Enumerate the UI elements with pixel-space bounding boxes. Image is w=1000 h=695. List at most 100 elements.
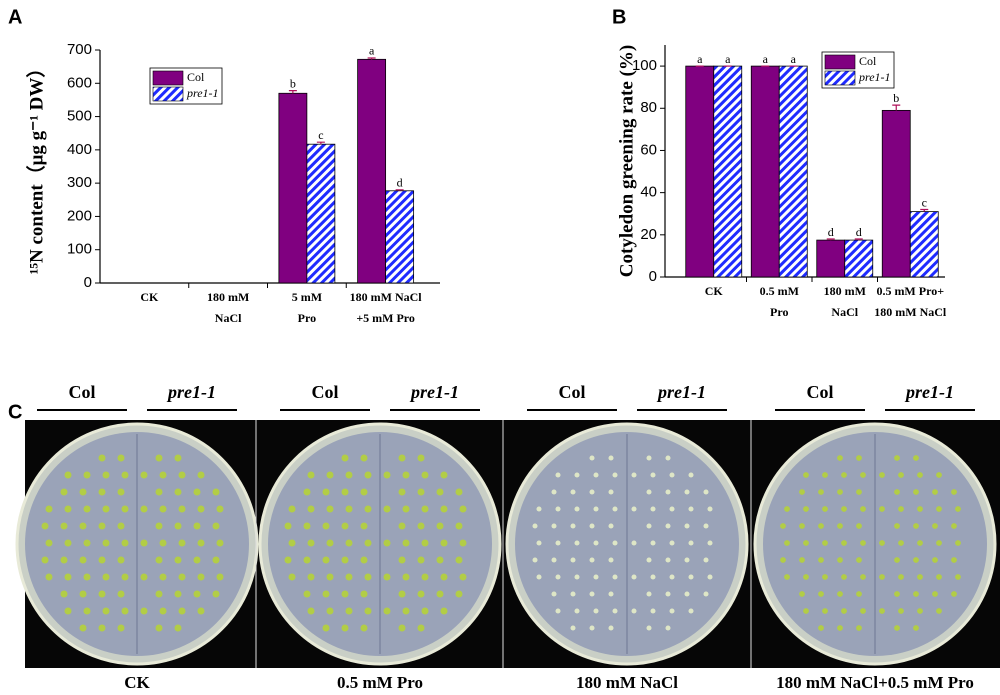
seedling bbox=[860, 506, 866, 512]
seedling bbox=[121, 471, 129, 479]
seedling bbox=[440, 607, 448, 615]
seedling bbox=[684, 557, 690, 563]
seedling bbox=[455, 488, 463, 496]
seedling bbox=[818, 557, 824, 563]
seedling bbox=[440, 471, 448, 479]
seedling bbox=[417, 556, 425, 564]
seedling bbox=[532, 523, 538, 529]
seedling bbox=[178, 505, 186, 513]
x-tick-label: 0.5 mM Pro+ bbox=[876, 284, 944, 298]
seedling bbox=[669, 506, 675, 512]
x-tick-label: 180 mM NaCl bbox=[874, 305, 947, 319]
x-tick-label: NaCl bbox=[215, 311, 242, 325]
seedling bbox=[822, 608, 828, 614]
seedling bbox=[83, 539, 91, 547]
seedling bbox=[197, 607, 205, 615]
seedling bbox=[102, 471, 110, 479]
seedling bbox=[459, 505, 467, 513]
seedling bbox=[894, 523, 900, 529]
seedling bbox=[856, 455, 862, 461]
y-tick-label: 20 bbox=[640, 226, 657, 243]
seedling bbox=[60, 488, 68, 496]
seedling bbox=[589, 523, 595, 529]
seedling bbox=[650, 608, 656, 614]
seedling bbox=[98, 522, 106, 530]
y-tick-label: 80 bbox=[640, 99, 657, 116]
seedling bbox=[117, 590, 125, 598]
seedling bbox=[64, 505, 72, 513]
seedling bbox=[784, 540, 790, 546]
seedling bbox=[688, 574, 694, 580]
seedling bbox=[536, 540, 542, 546]
seedling bbox=[860, 608, 866, 614]
seedling bbox=[688, 472, 694, 478]
seedling bbox=[216, 505, 224, 513]
seedling bbox=[364, 539, 372, 547]
seedling bbox=[417, 624, 425, 632]
seedling bbox=[79, 556, 87, 564]
seedling bbox=[197, 539, 205, 547]
seedling bbox=[117, 454, 125, 462]
seedling bbox=[102, 607, 110, 615]
bar bbox=[909, 211, 939, 278]
seedling bbox=[589, 489, 595, 495]
seedling bbox=[98, 488, 106, 496]
seedling bbox=[780, 523, 786, 529]
seedling bbox=[79, 624, 87, 632]
group-label: pre1-1 bbox=[904, 382, 954, 402]
seedling bbox=[345, 539, 353, 547]
seedling bbox=[703, 591, 709, 597]
seedling bbox=[707, 506, 713, 512]
seedling bbox=[421, 471, 429, 479]
seedling bbox=[799, 557, 805, 563]
seedling bbox=[669, 472, 675, 478]
seedling bbox=[612, 472, 618, 478]
seedling bbox=[803, 506, 809, 512]
seedling bbox=[288, 539, 296, 547]
seedling bbox=[193, 556, 201, 564]
plate-label: 180 mM NaCl+0.5 mM Pro bbox=[776, 673, 974, 692]
seedling bbox=[155, 522, 163, 530]
y-tick-label: 0 bbox=[649, 268, 657, 285]
x-tick-label: 180 mM NaCl bbox=[350, 290, 423, 304]
seedling bbox=[284, 522, 292, 530]
seedling bbox=[612, 574, 618, 580]
seedling bbox=[364, 573, 372, 581]
seedling bbox=[322, 556, 330, 564]
seedling bbox=[688, 506, 694, 512]
seedling bbox=[303, 590, 311, 598]
seedling bbox=[360, 624, 368, 632]
seedling bbox=[555, 540, 561, 546]
seedling bbox=[193, 522, 201, 530]
seedling bbox=[45, 573, 53, 581]
seedling bbox=[818, 591, 824, 597]
seedling bbox=[83, 471, 91, 479]
seedling bbox=[459, 539, 467, 547]
seedling bbox=[589, 625, 595, 631]
seedling bbox=[64, 471, 72, 479]
seedling bbox=[932, 557, 938, 563]
significance-letter: b bbox=[290, 76, 296, 90]
seedling bbox=[360, 556, 368, 564]
seedling bbox=[360, 522, 368, 530]
y-tick-label: 300 bbox=[67, 174, 92, 191]
seedling bbox=[555, 506, 561, 512]
seedling bbox=[421, 539, 429, 547]
legend: Col pre1-1 bbox=[149, 67, 223, 105]
seedling bbox=[102, 573, 110, 581]
significance-letter: d bbox=[856, 225, 862, 239]
seedling bbox=[688, 540, 694, 546]
seedling bbox=[593, 608, 599, 614]
seedling bbox=[932, 591, 938, 597]
seedling bbox=[98, 556, 106, 564]
bar bbox=[685, 65, 715, 278]
seedling bbox=[402, 607, 410, 615]
seedling bbox=[780, 557, 786, 563]
seedling bbox=[551, 591, 557, 597]
seedling bbox=[917, 506, 923, 512]
seedling bbox=[703, 557, 709, 563]
seedling bbox=[193, 488, 201, 496]
seedling bbox=[913, 591, 919, 597]
seedling bbox=[341, 454, 349, 462]
seedling bbox=[360, 454, 368, 462]
